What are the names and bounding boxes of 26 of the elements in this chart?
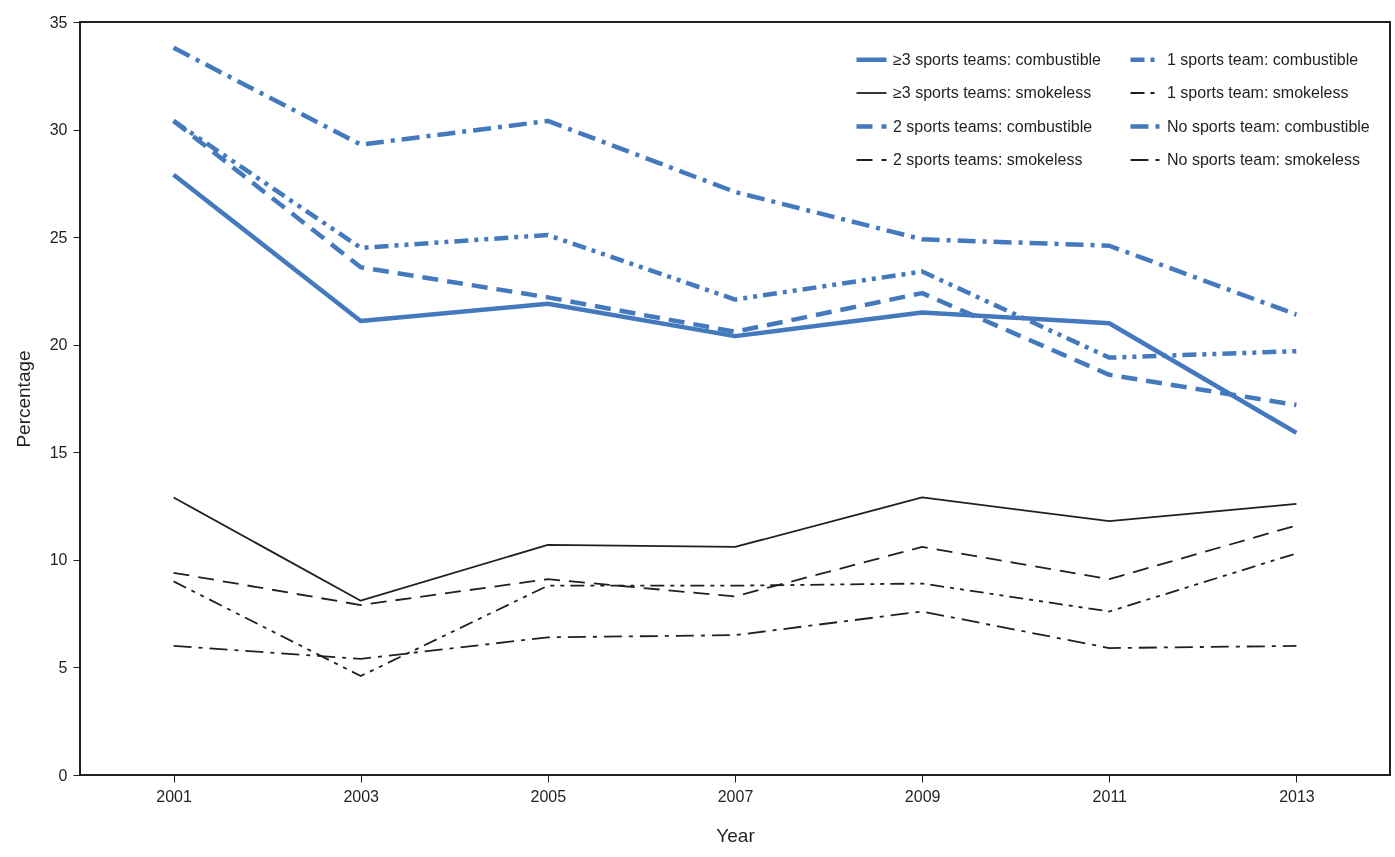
- y-tick-label: 35: [49, 13, 68, 31]
- x-tick-label: 2005: [530, 787, 567, 805]
- legend-label: 2 sports teams: smokeless: [893, 151, 1083, 168]
- line-series: [172, 496, 1298, 602]
- x-tick-label: 2001: [156, 787, 192, 805]
- y-axis-title: Percentage: [12, 350, 34, 448]
- legend-label: 2 sports teams: combustible: [893, 117, 1093, 135]
- legend-label: No sports team: combustible: [1167, 117, 1370, 135]
- y-tick-label: 30: [49, 121, 68, 139]
- x-tick-label: 2009: [904, 787, 941, 805]
- legend-label: 1 sports team: combustible: [1167, 50, 1359, 68]
- y-tick-label: 5: [58, 658, 68, 676]
- y-tick-label: 15: [49, 443, 68, 461]
- x-tick-label: 2013: [1279, 787, 1315, 805]
- y-tick-label: 20: [49, 336, 68, 354]
- legend-label: ≥3 sports teams: combustible: [893, 50, 1102, 68]
- x-tick-label: 2011: [1092, 787, 1128, 805]
- y-tick-label: 0: [58, 766, 68, 784]
- x-tick-label: 2003: [343, 787, 380, 805]
- x-tick-label: 2007: [717, 787, 754, 805]
- legend-label: 1 sports team: smokeless: [1167, 84, 1349, 101]
- y-tick-label: 10: [49, 551, 68, 569]
- y-tick-label: 25: [49, 228, 68, 246]
- legend-label: ≥3 sports teams: smokeless: [893, 84, 1092, 101]
- legend-label: No sports team: smokeless: [1167, 151, 1360, 168]
- x-axis-title: Year: [716, 824, 756, 846]
